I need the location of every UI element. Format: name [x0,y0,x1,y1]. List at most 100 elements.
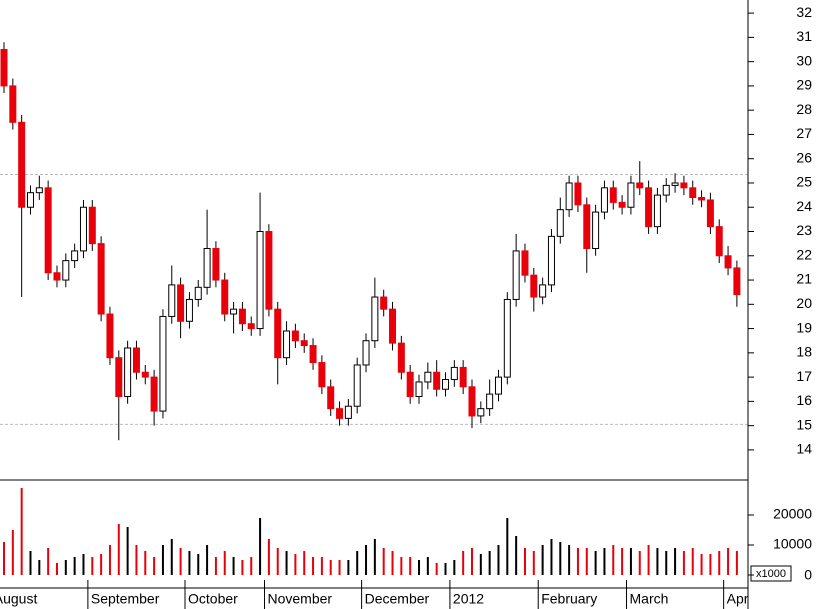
volume-bar [294,554,297,575]
y-tick-label: 21 [796,271,812,287]
volume-bar [214,557,217,575]
volume-bar [700,554,703,575]
candle-body [327,386,335,410]
candle-body [132,347,140,373]
candle-body [389,308,397,344]
candle-body [627,182,635,208]
candle-body [230,308,238,315]
volume-bar [409,557,412,575]
volume-bar [621,548,624,575]
volume-bar [91,557,94,575]
volume-bar [647,545,650,575]
volume-bar [682,551,685,575]
volume-bar [497,545,500,575]
candle-body [503,298,511,378]
x-tick-label: August [0,591,37,607]
candle-body [547,235,555,286]
candle-body [733,267,741,296]
unit-label: x1000 [756,568,786,580]
y-tick-label: 26 [796,149,812,165]
candle-body [486,393,494,410]
x-tick-label: March [630,591,669,607]
y-tick-label: 27 [796,125,812,141]
y-tick-label: 14 [796,441,812,457]
volume-bar [276,548,279,575]
candle-body [212,247,220,281]
volume-bar [82,554,85,575]
volume-bar [585,548,588,575]
candle-body [698,197,706,201]
candle-body [433,371,441,390]
volume-bar [3,542,5,575]
volume-bar [532,551,535,575]
volume-bar [338,560,341,575]
candle-body [724,255,732,269]
candle-body [618,201,626,208]
volume-bar [665,551,668,575]
volume-bar [691,548,694,575]
candle-body [221,279,229,315]
candle-body [318,362,326,388]
candle-body [0,49,8,87]
volume-bar [541,545,544,575]
candle-body [715,226,723,257]
volume-bar [312,557,315,575]
candle-body [583,204,591,249]
candle-body [194,286,202,300]
volume-bar [718,551,721,575]
candle-body [141,371,149,378]
candle-body [309,345,317,364]
volume-bar [629,548,632,575]
volume-bar [73,557,76,575]
volume-bar [47,548,50,575]
volume-bar [400,557,403,575]
volume-bar [479,554,482,575]
volume-bar [444,563,447,575]
volume-bar [11,530,14,575]
candle-body [274,308,282,359]
volume-bar [100,554,103,575]
volume-bar [55,563,58,575]
candle-body [97,243,105,315]
candle-body [185,298,193,322]
volume-bar [303,551,306,575]
candle-body [494,376,502,395]
y-tick-label: 32 [796,4,812,20]
volume-bar [161,545,164,575]
candle-body [18,121,26,208]
volume-bar [170,539,173,575]
y-tick-label: 17 [796,368,812,384]
candle-body [459,366,467,388]
candle-body [477,408,485,417]
volume-bar [153,557,156,575]
volume-bar [727,548,730,575]
volume-bar [347,560,350,575]
candle-body [662,184,670,196]
volume-bar [674,548,677,575]
y-tick-label: 24 [796,198,812,214]
candle-body [565,182,573,211]
volume-bar [709,554,712,575]
volume-bar [550,539,553,575]
candle-body [168,284,176,317]
x-tick-label: November [267,591,332,607]
volume-bar [391,551,394,575]
y-tick-label: 19 [796,319,812,335]
candle-body [671,182,679,186]
volume-bar [64,560,67,575]
x-tick-label: December [365,591,430,607]
volume-bar [559,542,562,575]
y-tick-label: 15 [796,416,812,432]
y-tick-label: 28 [796,101,812,117]
volume-bar [638,551,641,575]
candle-body [150,376,158,412]
candle-body [600,187,608,213]
volume-bar [285,551,288,575]
volume-bar [418,560,421,575]
candle-body [406,371,414,398]
volume-bar [568,545,571,575]
volume-bar [179,548,182,575]
candle-body [265,231,273,310]
